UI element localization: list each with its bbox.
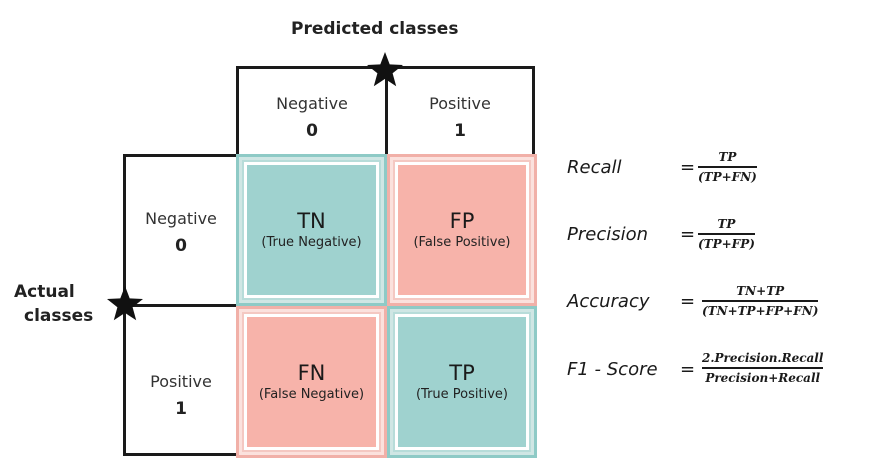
accuracy-denominator: (TN+TP+FP+FN) (702, 303, 819, 318)
predicted-star-icon (367, 52, 403, 87)
f1-score-formula-fraction: 2.Precision.Recall Precision+Recall (702, 351, 824, 386)
accuracy-formula-name: Accuracy (567, 291, 650, 312)
predicted-positive-label: Positive (429, 94, 491, 113)
cell-true-negative-abbr: TN (297, 209, 326, 233)
predicted-negative-label: Negative (276, 94, 348, 113)
precision-denominator: (TP+FP) (698, 236, 755, 251)
actual-classes-title: Actual classes (14, 280, 93, 328)
recall-formula-equals: = (680, 157, 696, 178)
cell-true-positive-label: (True Positive) (415, 387, 508, 402)
cell-false-negative-abbr: FN (297, 361, 326, 385)
predicted-left-line (236, 66, 239, 154)
cell-false-negative-label: (False Negative) (258, 387, 365, 402)
cell-false-positive: FP (False Positive) (387, 154, 537, 306)
recall-formula-name: Recall (567, 157, 622, 178)
f1-score-numerator: 2.Precision.Recall (702, 351, 824, 365)
predicted-negative-header: Negative 0 (239, 94, 385, 141)
cell-true-positive-box: TP (True Positive) (398, 317, 526, 447)
predicted-negative-value: 0 (306, 121, 318, 141)
cell-false-negative-box: FN (False Negative) (247, 317, 376, 447)
actual-negative-header: Negative 0 (126, 209, 236, 256)
precision-numerator: TP (717, 217, 736, 231)
cell-false-negative: FN (False Negative) (236, 306, 387, 458)
actual-positive-label: Positive (150, 372, 212, 391)
predicted-divider-line (385, 66, 388, 154)
accuracy-numerator: TN+TP (736, 284, 785, 298)
actual-classes-title-line1: Actual (14, 282, 75, 302)
recall-formula-fraction: TP (TP+FN) (698, 150, 757, 185)
accuracy-fraction-bar (702, 300, 819, 302)
predicted-positive-value: 1 (454, 121, 466, 141)
precision-formula-fraction: TP (TP+FP) (698, 217, 755, 252)
recall-numerator: TP (718, 150, 737, 164)
predicted-positive-header: Positive 1 (388, 94, 532, 141)
actual-negative-value: 0 (175, 236, 187, 256)
actual-classes-title-line2: classes (24, 306, 94, 326)
cell-false-positive-label: (False Positive) (413, 235, 511, 250)
actual-positive-header: Positive 1 (126, 372, 236, 419)
cell-false-positive-box: FP (False Positive) (398, 165, 526, 295)
cell-false-positive-abbr: FP (449, 209, 475, 233)
cell-true-positive-abbr: TP (449, 361, 475, 385)
f1-score-fraction-bar (702, 367, 824, 369)
actual-divider-line (123, 304, 237, 307)
actual-star-icon (107, 286, 143, 321)
f1-score-formula-name: F1 - Score (567, 359, 658, 380)
recall-denominator: (TP+FN) (698, 169, 757, 184)
precision-formula-equals: = (680, 224, 696, 245)
cell-true-negative: TN (True Negative) (236, 154, 387, 306)
cell-true-negative-label: (True Negative) (261, 235, 362, 250)
predicted-right-line (532, 66, 535, 154)
cell-true-negative-box: TN (True Negative) (247, 165, 376, 295)
f1-score-formula-equals: = (680, 359, 696, 380)
actual-positive-value: 1 (175, 399, 187, 419)
actual-negative-label: Negative (145, 209, 217, 228)
predicted-classes-title: Predicted classes (291, 19, 459, 39)
actual-top-line (123, 154, 237, 157)
precision-fraction-bar (698, 233, 755, 235)
recall-fraction-bar (698, 166, 757, 168)
f1-score-denominator: Precision+Recall (705, 370, 821, 385)
accuracy-formula-equals: = (680, 291, 696, 312)
precision-formula-name: Precision (567, 224, 649, 245)
actual-bottom-line (123, 453, 237, 456)
accuracy-formula-fraction: TN+TP (TN+TP+FP+FN) (702, 284, 819, 319)
cell-true-positive: TP (True Positive) (387, 306, 537, 458)
